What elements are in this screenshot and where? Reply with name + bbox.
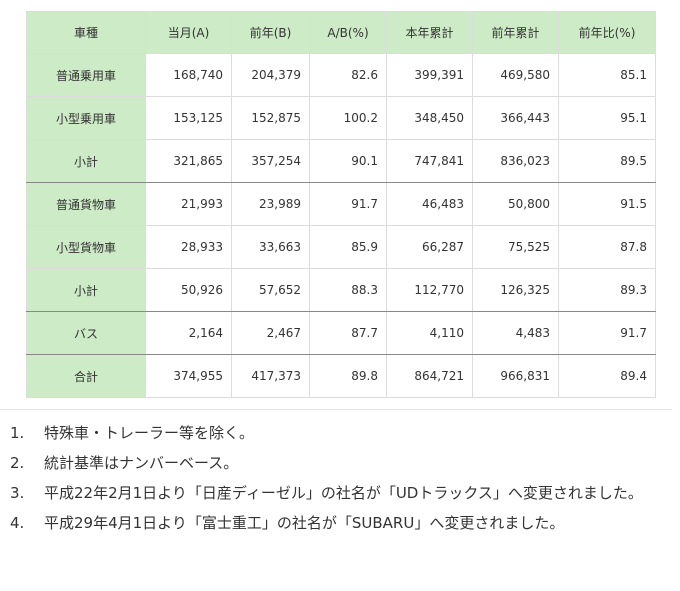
footnotes: 1. 特殊車・トレーラー等を除く。 2. 統計基準はナンバーベース。 3. 平成22年… [10, 418, 670, 538]
cell-previous-year: 2,467 [231, 311, 310, 355]
cell-ytd: 66,287 [386, 225, 473, 269]
cell-ratio: 89.8 [309, 354, 387, 398]
cell-ratio: 85.9 [309, 225, 387, 269]
cell-ytd: 864,721 [386, 354, 473, 398]
footnote-item: 2. 統計基準はナンバーベース。 [10, 448, 670, 478]
header-ratio: A/B(%) [309, 11, 387, 54]
cell-ratio: 87.7 [309, 311, 387, 355]
cell-previous-year: 417,373 [231, 354, 310, 398]
table-row: 普通乗用車 168,740 204,379 82.6 399,391 469,5… [26, 53, 656, 97]
cell-ytd: 46,483 [386, 182, 473, 226]
table-row-subtotal: 小計 50,926 57,652 88.3 112,770 126,325 89… [26, 268, 656, 312]
cell-previous-year: 152,875 [231, 96, 310, 140]
header-previous-year: 前年(B) [231, 11, 310, 54]
row-label: 合計 [26, 354, 146, 398]
stats-table-container: 車種 当月(A) 前年(B) A/B(%) 本年累計 前年累計 前年比(%) 普… [26, 11, 656, 398]
cell-yoy: 85.1 [558, 53, 656, 97]
cell-current-month: 50,926 [145, 268, 232, 312]
cell-prev-ytd: 366,443 [472, 96, 559, 140]
header-prev-ytd: 前年累計 [472, 11, 559, 54]
cell-current-month: 374,955 [145, 354, 232, 398]
footnote-number: 4. [10, 514, 25, 532]
cell-ytd: 4,110 [386, 311, 473, 355]
footnote-text: 統計基準はナンバーベース。 [44, 454, 239, 472]
cell-prev-ytd: 126,325 [472, 268, 559, 312]
footnote-item: 1. 特殊車・トレーラー等を除く。 [10, 418, 670, 448]
table-row: バス 2,164 2,467 87.7 4,110 4,483 91.7 [26, 311, 656, 355]
footnote-number: 1. [10, 424, 25, 442]
cell-previous-year: 57,652 [231, 268, 310, 312]
cell-prev-ytd: 469,580 [472, 53, 559, 97]
header-ytd: 本年累計 [386, 11, 473, 54]
cell-prev-ytd: 75,525 [472, 225, 559, 269]
table-header-row: 車種 当月(A) 前年(B) A/B(%) 本年累計 前年累計 前年比(%) [26, 11, 656, 54]
cell-ytd: 348,450 [386, 96, 473, 140]
cell-yoy: 95.1 [558, 96, 656, 140]
table-row: 普通貨物車 21,993 23,989 91.7 46,483 50,800 9… [26, 182, 656, 226]
table-row-total: 合計 374,955 417,373 89.8 864,721 966,831 … [26, 354, 656, 398]
cell-ytd: 399,391 [386, 53, 473, 97]
cell-current-month: 321,865 [145, 139, 232, 183]
table-row: 小型乗用車 153,125 152,875 100.2 348,450 366,… [26, 96, 656, 140]
cell-prev-ytd: 4,483 [472, 311, 559, 355]
row-label: 小型乗用車 [26, 96, 146, 140]
cell-yoy: 91.5 [558, 182, 656, 226]
cell-prev-ytd: 836,023 [472, 139, 559, 183]
vehicle-sales-table: 車種 当月(A) 前年(B) A/B(%) 本年累計 前年累計 前年比(%) 普… [26, 11, 656, 398]
cell-yoy: 89.3 [558, 268, 656, 312]
row-label: 普通貨物車 [26, 182, 146, 226]
footnote-number: 3. [10, 484, 25, 502]
footnote-text: 平成22年2月1日より「日産ディーゼル」の社名が「UDトラックス」へ変更されまし… [44, 484, 643, 502]
section-divider [0, 409, 672, 410]
cell-yoy: 89.5 [558, 139, 656, 183]
cell-ytd: 747,841 [386, 139, 473, 183]
cell-previous-year: 357,254 [231, 139, 310, 183]
cell-ratio: 82.6 [309, 53, 387, 97]
header-vehicle-type: 車種 [26, 11, 146, 54]
footnote-item: 4. 平成29年4月1日より「富士重工」の社名が「SUBARU」へ変更されました。 [10, 508, 670, 538]
cell-ratio: 91.7 [309, 182, 387, 226]
cell-yoy: 91.7 [558, 311, 656, 355]
cell-ytd: 112,770 [386, 268, 473, 312]
table-row-subtotal: 小計 321,865 357,254 90.1 747,841 836,023 … [26, 139, 656, 183]
table-row: 小型貨物車 28,933 33,663 85.9 66,287 75,525 8… [26, 225, 656, 269]
footnote-text: 平成29年4月1日より「富士重工」の社名が「SUBARU」へ変更されました。 [44, 514, 565, 532]
cell-current-month: 153,125 [145, 96, 232, 140]
footnote-number: 2. [10, 454, 25, 472]
row-label: 小型貨物車 [26, 225, 146, 269]
cell-ratio: 88.3 [309, 268, 387, 312]
cell-current-month: 28,933 [145, 225, 232, 269]
footnote-text: 特殊車・トレーラー等を除く。 [44, 424, 255, 442]
header-current-month: 当月(A) [145, 11, 232, 54]
row-label: 小計 [26, 268, 146, 312]
cell-previous-year: 204,379 [231, 53, 310, 97]
cell-current-month: 2,164 [145, 311, 232, 355]
cell-current-month: 168,740 [145, 53, 232, 97]
cell-current-month: 21,993 [145, 182, 232, 226]
cell-prev-ytd: 50,800 [472, 182, 559, 226]
row-label: バス [26, 311, 146, 355]
cell-yoy: 87.8 [558, 225, 656, 269]
footnote-item: 3. 平成22年2月1日より「日産ディーゼル」の社名が「UDトラックス」へ変更され… [10, 478, 670, 508]
cell-yoy: 89.4 [558, 354, 656, 398]
cell-previous-year: 23,989 [231, 182, 310, 226]
cell-previous-year: 33,663 [231, 225, 310, 269]
header-yoy: 前年比(%) [558, 11, 656, 54]
cell-prev-ytd: 966,831 [472, 354, 559, 398]
cell-ratio: 100.2 [309, 96, 387, 140]
row-label: 普通乗用車 [26, 53, 146, 97]
cell-ratio: 90.1 [309, 139, 387, 183]
row-label: 小計 [26, 139, 146, 183]
